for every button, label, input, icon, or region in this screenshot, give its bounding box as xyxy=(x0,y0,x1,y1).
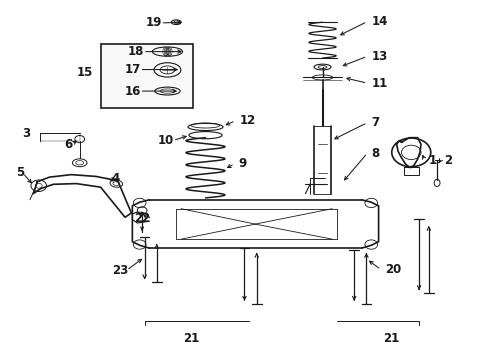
Text: 5: 5 xyxy=(16,166,24,179)
Text: 21: 21 xyxy=(382,332,398,345)
Text: 6: 6 xyxy=(64,138,73,150)
Text: 23: 23 xyxy=(112,264,128,277)
Text: 8: 8 xyxy=(370,147,379,159)
Text: 14: 14 xyxy=(370,15,387,28)
Text: 7: 7 xyxy=(370,116,379,129)
Text: 13: 13 xyxy=(370,50,386,63)
Text: 12: 12 xyxy=(239,114,255,127)
Text: 22: 22 xyxy=(134,212,150,225)
Text: 19: 19 xyxy=(145,17,161,30)
Text: 4: 4 xyxy=(112,172,120,185)
Bar xyxy=(101,44,193,108)
Text: 2: 2 xyxy=(444,154,451,167)
Text: 17: 17 xyxy=(124,63,141,76)
Text: 20: 20 xyxy=(384,263,400,276)
Text: 16: 16 xyxy=(124,85,141,98)
Text: 3: 3 xyxy=(22,127,30,140)
Text: 9: 9 xyxy=(238,157,246,170)
Text: 18: 18 xyxy=(128,45,144,58)
Text: 15: 15 xyxy=(77,66,93,79)
Text: 21: 21 xyxy=(183,332,199,345)
Text: 10: 10 xyxy=(157,134,173,147)
Text: 1: 1 xyxy=(428,154,436,167)
Text: 11: 11 xyxy=(370,77,386,90)
